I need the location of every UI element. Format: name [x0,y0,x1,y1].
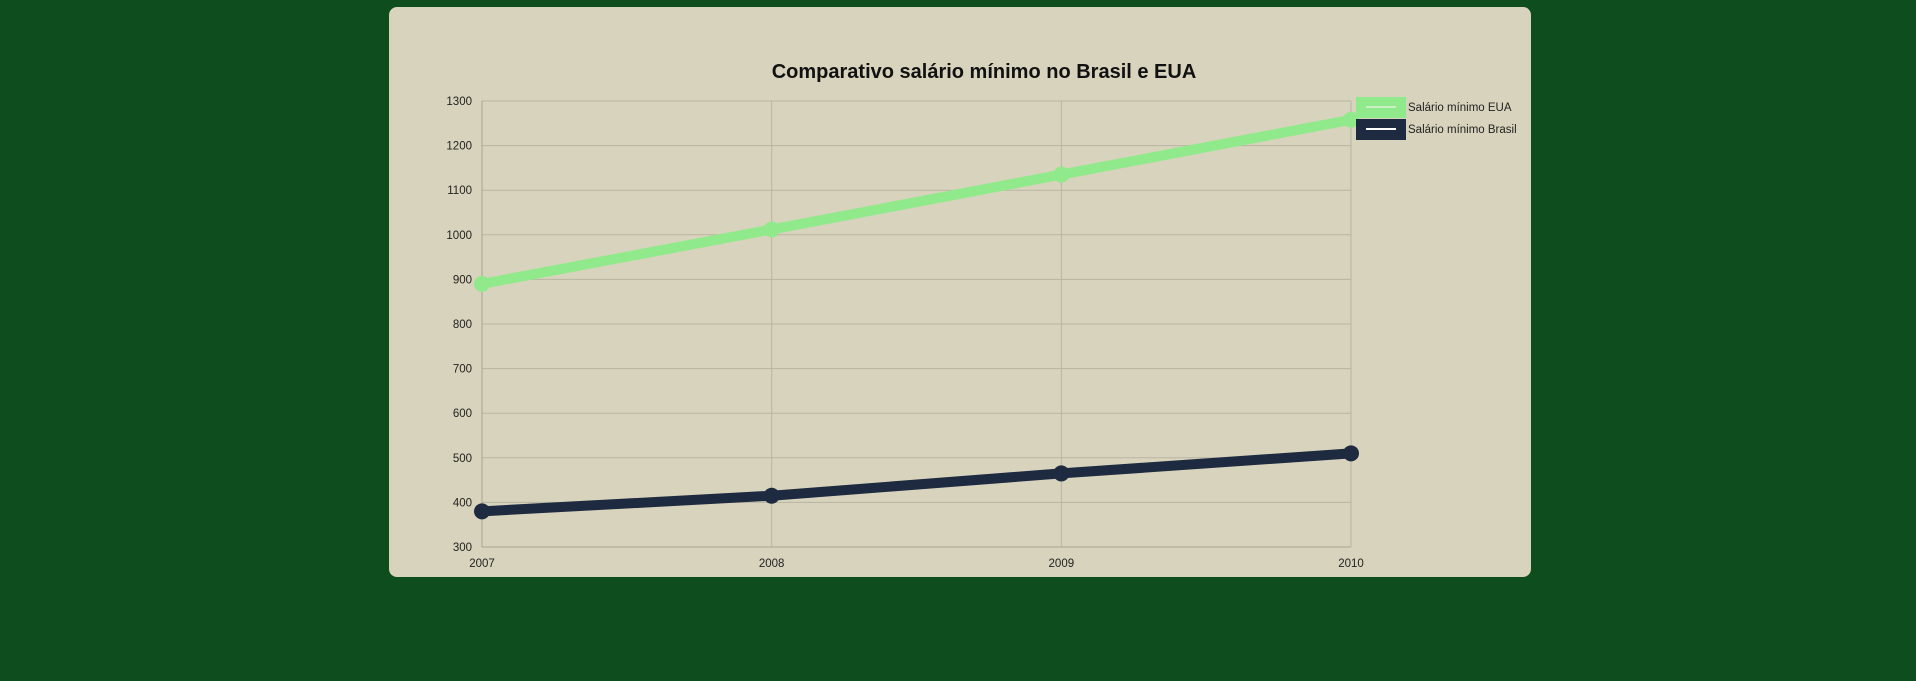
data-point [1343,111,1359,128]
y-tick-label: 1200 [446,141,472,153]
data-point [474,275,490,292]
y-tick-label: 800 [453,319,472,331]
y-tick-label: 600 [453,408,472,420]
y-tick-label: 1300 [446,96,472,108]
data-point [1343,445,1359,462]
legend: Salário mínimo EUA Salário mínimo Brasil [1356,97,1517,140]
data-point [474,503,490,520]
legend-label: Salário mínimo EUA [1408,102,1512,114]
line-chart: Comparativo salário mínimo no Brasil e E… [446,61,1517,570]
axis-labels: 300 400 500 600 700 800 900 1000 1100 1200 1300 200… [446,96,1363,570]
x-tick-label: 2010 [1338,558,1364,570]
chart-card: Comparativo salário mínimo no Brasil e E… [389,7,1531,577]
x-tick-label: 2009 [1049,558,1075,570]
y-tick-label: 300 [453,542,472,554]
data-point [763,487,780,504]
x-tick-label: 2007 [469,558,495,570]
y-tick-label: 400 [453,497,472,509]
series-line [477,114,1356,289]
series-layer [474,111,1359,520]
x-tick-label: 2008 [759,558,785,570]
data-point [763,221,780,238]
y-tick-label: 700 [453,364,472,376]
legend-label: Salário mínimo Brasil [1408,124,1517,136]
y-tick-label: 500 [453,453,472,465]
series-line [477,448,1356,517]
data-point [1053,465,1070,482]
y-tick-label: 1100 [447,185,472,197]
y-tick-label: 1000 [446,230,472,242]
chart-title: Comparativo salário mínimo no Brasil e E… [772,61,1197,83]
y-tick-label: 900 [453,274,472,286]
data-point [1053,166,1070,183]
